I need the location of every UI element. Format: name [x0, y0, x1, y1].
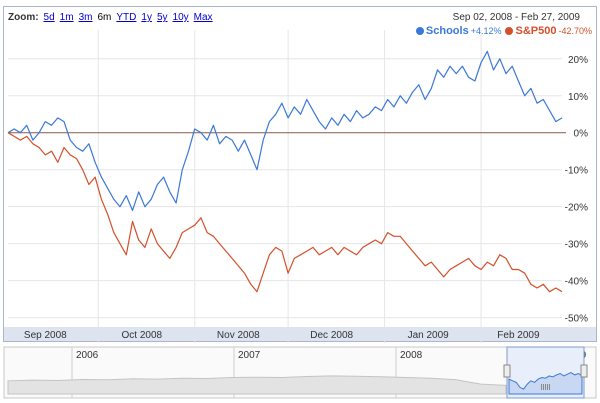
zoom-max[interactable]: Max — [193, 12, 213, 23]
series-line-sp500 — [7, 132, 563, 293]
x-tick-label: Sep 2008 — [24, 330, 67, 341]
axes: 20% 10% 0% -10% -20% -30% -40% -50% Sep 2008 Oct … — [4, 55, 596, 341]
x-tick-label: Nov 2008 — [217, 330, 260, 341]
legend-change-sp500: -42.70% — [558, 26, 592, 36]
schools-dot-icon — [415, 27, 424, 35]
zoom-1m[interactable]: 1m — [59, 12, 74, 23]
plot-area — [7, 30, 566, 343]
sp500-dot-icon — [505, 27, 514, 35]
zoom-1y[interactable]: 1y — [141, 12, 152, 23]
y-tick-label: -50% — [565, 314, 588, 325]
navigator-window-series — [508, 372, 583, 395]
x-tick-label: Dec 2008 — [310, 330, 353, 341]
zoom-6m: 6m — [97, 12, 112, 23]
x-tick-label: Oct 2008 — [122, 330, 163, 341]
y-tick-label: 0% — [574, 129, 589, 140]
date-range: Sep 02, 2008 - Feb 27, 2009 — [452, 12, 580, 23]
legend: Schools +4.12% S&P500 -42.70% — [415, 25, 592, 37]
navigator-left-handle[interactable] — [503, 364, 511, 378]
x-tick-label: Feb 2009 — [497, 330, 540, 341]
y-tick-label: -20% — [565, 203, 588, 214]
navigator-right-handle[interactable] — [580, 364, 588, 378]
navigator-overview-area — [7, 375, 507, 395]
navigator-year-label: 2006 — [76, 350, 99, 361]
y-tick-label: 20% — [568, 55, 588, 66]
y-tick-label: -30% — [565, 240, 588, 251]
x-tick-label: Jan 2009 — [408, 330, 450, 341]
navigator-year-label: 2007 — [238, 350, 261, 361]
x-axis-band — [4, 327, 596, 341]
navigator[interactable]: 2006200720082009 — [3, 346, 597, 399]
zoom-3m[interactable]: 3m — [78, 12, 93, 23]
legend-name-schools: Schools — [425, 25, 469, 37]
legend-change-schools: +4.12% — [470, 26, 502, 36]
zoom-ytd[interactable]: YTD — [116, 12, 137, 23]
zoom-label: Zoom: — [8, 12, 39, 23]
zoom-bar: Zoom: 5d 1m 3m 6m YTD 1y 5y 10y Max — [8, 12, 213, 23]
zoom-10y[interactable]: 10y — [172, 12, 189, 23]
y-tick-label: -40% — [565, 277, 588, 288]
series-line-schools — [7, 50, 563, 211]
legend-entry-sp500[interactable]: S&P500 -42.70% — [505, 25, 592, 37]
legend-name-sp500: S&P500 — [515, 25, 557, 37]
zoom-5d[interactable]: 5d — [43, 12, 55, 23]
legend-entry-schools[interactable]: Schools +4.12% — [415, 25, 502, 37]
y-tick-label: -10% — [565, 166, 588, 177]
zoom-5y[interactable]: 5y — [156, 12, 168, 23]
y-tick-label: 10% — [568, 92, 588, 103]
navigator-year-label: 2008 — [400, 350, 423, 361]
